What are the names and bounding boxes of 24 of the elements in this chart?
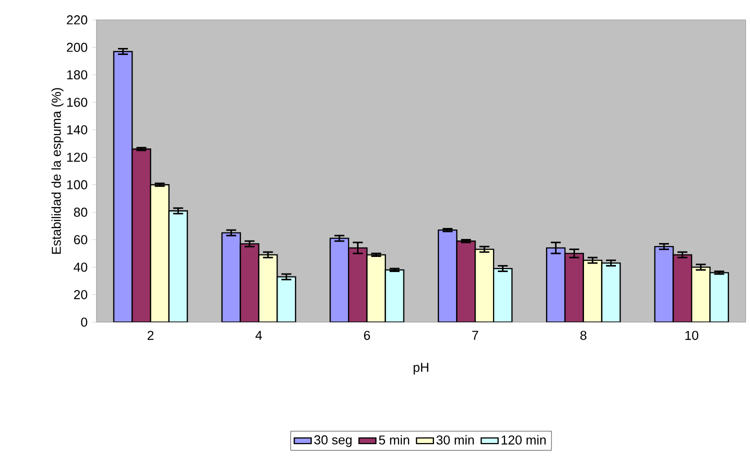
y-tick-label: 200 xyxy=(66,42,88,52)
legend-label: 120 min xyxy=(502,434,546,444)
x-tick-label: 6 xyxy=(364,330,370,340)
legend-label: 5 min xyxy=(378,434,410,444)
x-tick-label: 4 xyxy=(255,330,262,340)
x-tick-label: 7 xyxy=(472,330,478,340)
y-tick-label: 40 xyxy=(74,262,88,272)
y-tick-label: 160 xyxy=(67,98,88,107)
y-tick-label: 180 xyxy=(67,70,88,80)
y-tick-label: 80 xyxy=(74,208,88,217)
legend-label: 30 min xyxy=(436,434,474,444)
x-axis-title: pH xyxy=(414,362,428,374)
y-tick-label: 140 xyxy=(67,125,88,134)
legend-label: 30 seg xyxy=(314,435,352,447)
y-tick-label: 120 xyxy=(67,152,88,162)
y-tick-label: 60 xyxy=(74,234,88,244)
y-tick-label: 20 xyxy=(74,290,88,300)
y-tick-label: 100 xyxy=(67,180,88,190)
x-tick-label: 8 xyxy=(580,330,586,340)
x-tick-label: 10 xyxy=(685,330,698,340)
x-tick-label: 2 xyxy=(148,330,154,340)
y-tick-label: 220 xyxy=(66,15,88,24)
y-axis-title: Estabilidad de la espuma (%) xyxy=(51,88,64,254)
y-tick-label: 0 xyxy=(81,317,88,327)
